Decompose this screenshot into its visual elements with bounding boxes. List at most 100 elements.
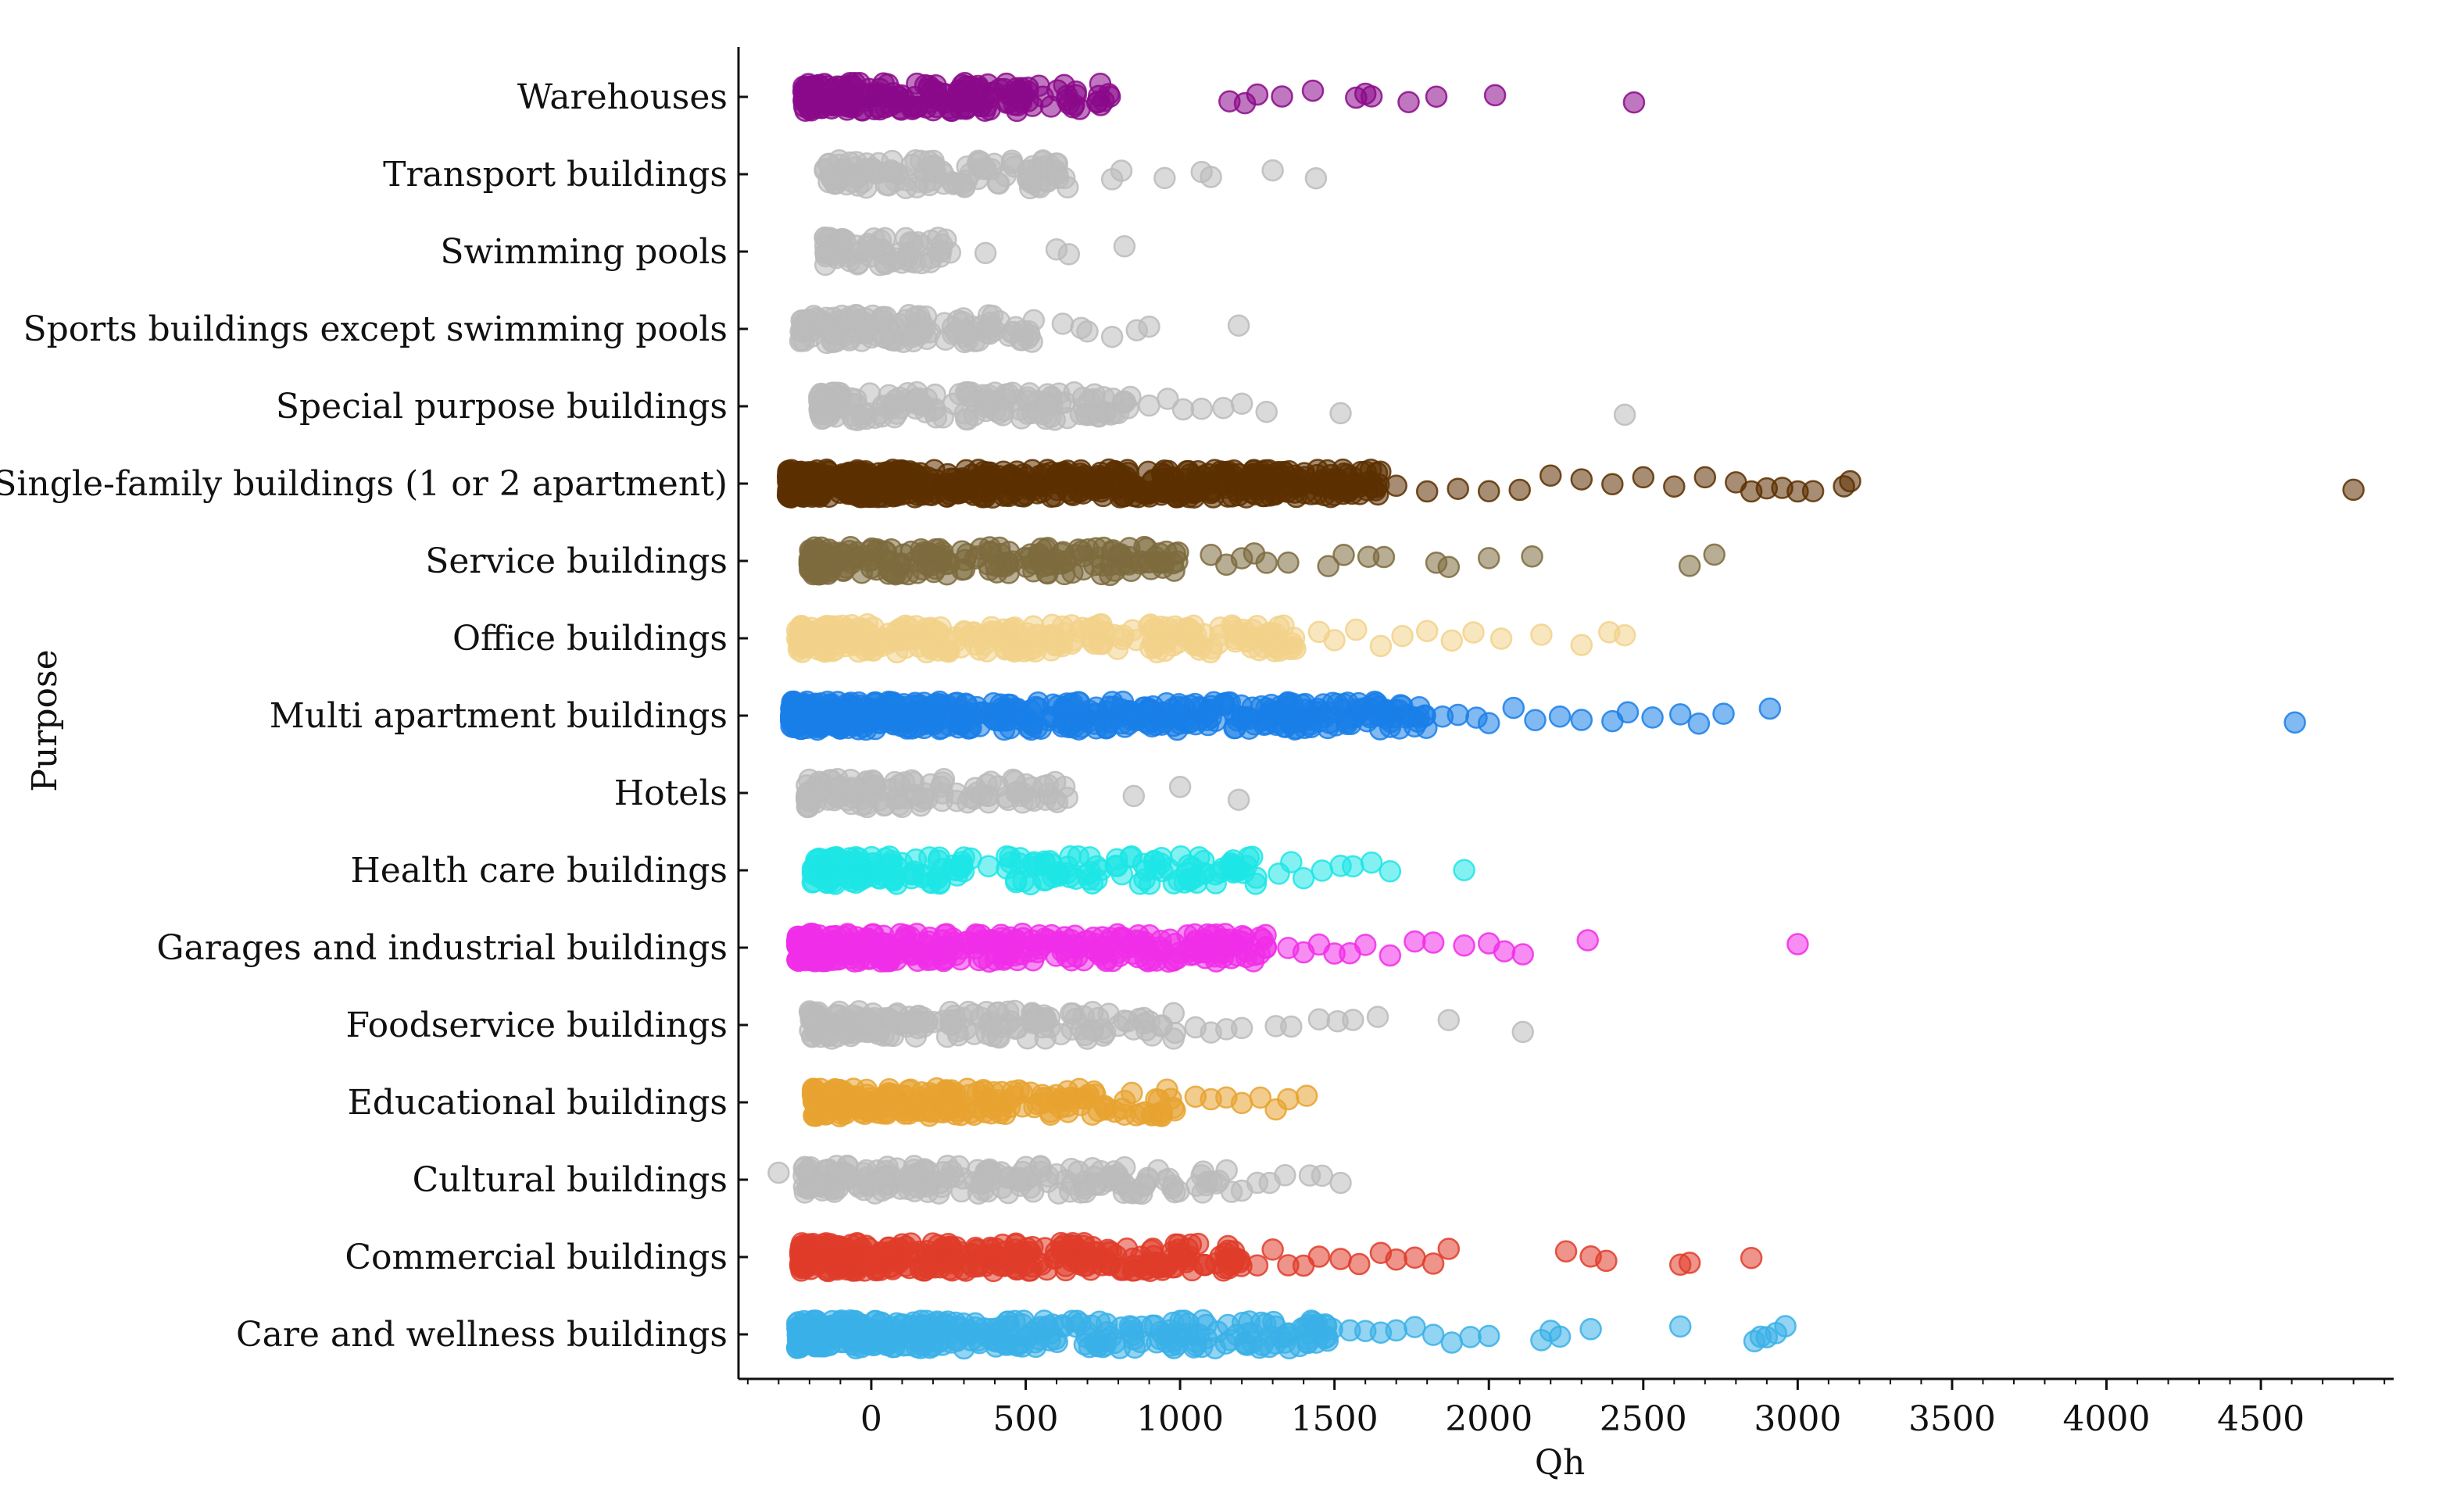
- y-tick-label-multi-apartment-buildings: Multi apartment buildings: [270, 696, 728, 736]
- data-point: [1010, 1081, 1033, 1104]
- data-point: [1274, 1164, 1296, 1187]
- y-tick-label-office-buildings: Office buildings: [452, 619, 728, 659]
- data-point: [1385, 474, 1407, 498]
- data-point: [911, 866, 934, 889]
- data-point: [951, 173, 974, 195]
- data-point: [1001, 381, 1024, 405]
- series-swimming-pools: [814, 226, 1136, 277]
- y-tick-label-health-care-buildings: Health care buildings: [350, 851, 728, 891]
- data-point: [1329, 1248, 1352, 1270]
- data-point: [978, 540, 1001, 563]
- data-point: [1277, 1088, 1300, 1111]
- data-point: [868, 867, 891, 890]
- data-point: [1170, 621, 1193, 644]
- data-point: [1404, 930, 1426, 953]
- data-point: [1397, 91, 1420, 113]
- data-point: [1097, 83, 1120, 105]
- data-point: [1678, 1252, 1701, 1274]
- y-tick-label-cultural-buildings: Cultural buildings: [413, 1160, 728, 1200]
- data-point: [1081, 1103, 1103, 1126]
- series-transport-buildings: [814, 148, 1328, 200]
- data-point: [1227, 314, 1250, 337]
- data-point: [921, 636, 943, 659]
- data-point: [1539, 464, 1562, 488]
- data-point: [1251, 1334, 1274, 1357]
- data-point: [1110, 926, 1132, 949]
- x-tick-label-2000: 2000: [1445, 1399, 1532, 1439]
- data-point: [1554, 1240, 1578, 1263]
- data-point: [1081, 475, 1103, 498]
- data-point: [909, 1258, 932, 1280]
- x-tick-label-0: 0: [860, 1399, 882, 1439]
- data-point: [1070, 703, 1093, 727]
- data-point: [819, 1091, 842, 1115]
- data-point: [1369, 634, 1393, 658]
- data-point: [992, 618, 1015, 641]
- data-point: [1786, 933, 1809, 955]
- data-point: [1521, 545, 1543, 568]
- data-point: [1121, 1323, 1144, 1346]
- data-point: [862, 774, 885, 797]
- data-point: [789, 717, 813, 741]
- data-point: [1360, 851, 1383, 874]
- data-point: [1060, 614, 1083, 637]
- data-point: [824, 1252, 847, 1275]
- data-point: [1260, 694, 1283, 716]
- data-point: [841, 777, 864, 799]
- data-point: [793, 1155, 817, 1179]
- data-point: [876, 1155, 899, 1178]
- data-point: [1007, 1243, 1031, 1266]
- data-point: [872, 1024, 895, 1047]
- data-point: [860, 326, 883, 349]
- data-point: [1025, 1335, 1047, 1359]
- data-point: [877, 1332, 900, 1355]
- data-point: [1280, 695, 1303, 718]
- data-point: [1255, 552, 1278, 574]
- data-point: [1153, 166, 1176, 190]
- x-tick-label-2500: 2500: [1600, 1399, 1687, 1439]
- data-point: [1415, 480, 1439, 503]
- y-tick-label-swimming-pools: Swimming pools: [440, 232, 728, 272]
- data-point: [1663, 475, 1686, 498]
- data-point: [939, 99, 962, 122]
- data-point: [1114, 716, 1136, 738]
- data-point: [1613, 403, 1636, 427]
- data-point: [1437, 1238, 1461, 1260]
- data-point: [1323, 629, 1346, 652]
- data-point: [1422, 931, 1445, 954]
- data-point: [900, 717, 924, 740]
- data-point: [865, 634, 888, 656]
- data-point: [1219, 1329, 1242, 1352]
- data-point: [1579, 1318, 1602, 1341]
- data-point: [1668, 703, 1692, 726]
- data-point: [1108, 545, 1131, 567]
- data-point: [1329, 478, 1352, 502]
- data-point: [1440, 629, 1464, 652]
- data-point: [1003, 1309, 1026, 1333]
- data-point: [1171, 398, 1195, 421]
- data-point: [798, 926, 821, 949]
- data-point: [1511, 1020, 1534, 1044]
- data-point: [1693, 466, 1717, 489]
- y-tick-label-care-and-wellness-buildings: Care and wellness buildings: [236, 1315, 728, 1355]
- data-point: [1570, 634, 1593, 656]
- data-point: [1295, 1084, 1318, 1107]
- x-tick-label-4000: 4000: [2063, 1399, 2151, 1439]
- series-health-care-buildings: [801, 845, 1475, 896]
- data-point: [790, 948, 813, 970]
- data-point: [904, 388, 928, 411]
- x-tick-label-4500: 4500: [2217, 1399, 2305, 1439]
- data-point: [1047, 1182, 1070, 1205]
- data-point: [881, 561, 903, 584]
- y-tick-label-garages-and-industrial-buildings: Garages and industrial buildings: [156, 928, 728, 968]
- data-point: [1440, 1331, 1464, 1354]
- data-point: [1300, 1309, 1323, 1332]
- data-point: [874, 1252, 897, 1274]
- data-point: [1018, 638, 1041, 662]
- data-point: [2342, 478, 2365, 502]
- data-point: [1595, 1249, 1618, 1273]
- data-point: [1570, 709, 1593, 731]
- series-foodservice-buildings: [798, 999, 1534, 1050]
- series-warehouses: [792, 71, 1646, 123]
- data-point: [1703, 543, 1726, 566]
